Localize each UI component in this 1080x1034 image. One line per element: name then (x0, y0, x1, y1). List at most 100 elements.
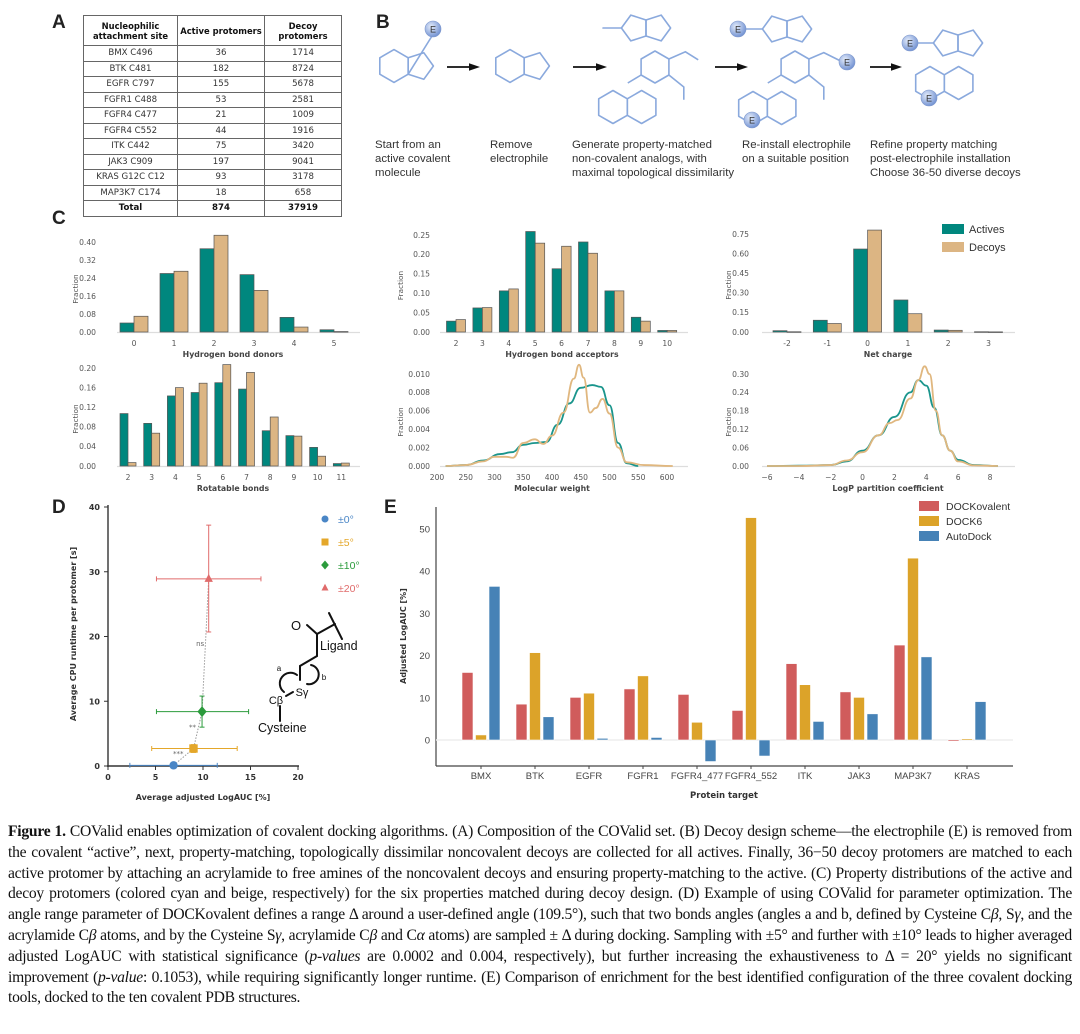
electrophile-label: E (749, 115, 755, 125)
electrophile-label: E (430, 24, 436, 34)
pentagon-ring (786, 15, 813, 43)
header-site: Nucleophilic attachment site (83, 15, 178, 46)
property-histogram-0: 0.00 0.08 0.16 0.24 0.32 0.40 Fraction Hydrogen… (71, 234, 360, 359)
dockovalent-bar (785, 663, 798, 741)
substituent (808, 51, 825, 60)
decoys-bar (151, 432, 161, 467)
legend-swatch (919, 501, 939, 511)
panel-label-a: A (52, 12, 66, 33)
scheme-step-caption: Refine property matching post-electrophil… (870, 138, 1021, 180)
hexagon-ring (378, 48, 410, 84)
y-tick-label: 0.12 (732, 425, 749, 434)
actives-bar (551, 268, 562, 333)
actives-bar (309, 447, 318, 467)
x-tick-label: 5 (533, 339, 538, 348)
actives-bar (812, 319, 828, 333)
decoys-bar (587, 252, 598, 333)
y-tick-label: 0.75 (732, 230, 749, 239)
caption-text: , S (998, 906, 1015, 924)
y-tick-label: 0.10 (413, 289, 430, 298)
cell-actives: 44 (177, 122, 265, 139)
cell-site: ITK C442 (83, 138, 178, 155)
actives-bar (446, 320, 457, 333)
actives-bar (143, 423, 153, 467)
logauc-bar-chart: 0 10 20 30 40 50 Adjusted LogAUC [%] Protein ta… (399, 501, 1013, 801)
y-tick-label: 0.15 (732, 308, 749, 317)
x-tick-label: 5 (197, 473, 202, 482)
legend-label: ±5° (338, 537, 354, 549)
cell-site: JAK3 C909 (83, 153, 178, 170)
hexagon-ring (943, 65, 974, 101)
header-decoys: Decoy protomers (264, 15, 342, 46)
step-caption-line: Generate property-matched (572, 139, 712, 151)
x-axis-label: Protein target (690, 791, 758, 801)
y-tick-label: 0 (425, 736, 430, 747)
y-tick-label: 0.16 (79, 383, 96, 392)
step-caption-line: electrophile (490, 153, 549, 165)
data-point-group (155, 524, 262, 633)
y-axis-label: Fraction (724, 270, 733, 300)
x-tick-label: 15 (245, 773, 257, 782)
arrow-icon (870, 63, 902, 71)
step-caption-line: Re-install electrophile (742, 139, 851, 151)
x-tick-label: 200 (430, 473, 445, 482)
x-tick-label: −6 (761, 473, 772, 482)
y-tick-label: 0.00 (79, 462, 96, 471)
decoys-bar (269, 416, 279, 467)
cell-decoys: 2581 (264, 91, 342, 108)
legend-swatch (942, 242, 964, 252)
actives-bar (525, 231, 536, 333)
electrophile-ball (743, 111, 761, 129)
table-row: BTK C481 182 8724 (83, 60, 342, 77)
x-tick-label: EGFR (576, 771, 603, 782)
y-tick-label: 20 (89, 633, 101, 642)
autodock-bar (650, 737, 663, 741)
legend-label: ±0° (338, 514, 354, 526)
x-tick-label: 0 (860, 473, 865, 482)
x-tick-label: 4 (292, 339, 297, 348)
cell-actives: 21 (177, 107, 265, 124)
panel-label-d: D (52, 497, 66, 518)
angle-b-label: b (322, 673, 327, 682)
cell-decoys: 1009 (264, 107, 342, 124)
cell-site: EGFR C797 (83, 76, 178, 93)
y-tick-label: 0.45 (732, 269, 749, 278)
y-tick-label: 0.08 (79, 310, 96, 319)
actives-bar (119, 322, 135, 333)
hexagon-ring (780, 50, 810, 84)
actives-bar (604, 290, 615, 333)
decoys-bar (246, 372, 255, 467)
x-tick-label: 4 (924, 473, 929, 482)
decoys-bar (786, 331, 802, 333)
y-tick-label: 0.000 (408, 462, 430, 471)
y-axis-label: Average CPU runtime per protomer [s] (69, 547, 78, 721)
x-tick-label: FGFR4_552 (725, 771, 777, 782)
cell-decoys: 658 (264, 184, 342, 201)
decoys-bar (534, 242, 546, 333)
pentagon-ring (523, 51, 551, 81)
caption-text: , acrylamide C (281, 926, 370, 944)
x-tick-label: 10 (313, 473, 323, 482)
x-tick-label: 350 (516, 473, 531, 482)
decoys-density-line (767, 365, 998, 467)
cell-site: BTK C481 (83, 60, 178, 77)
dock6-bar (583, 692, 595, 741)
decoys-bar (340, 462, 350, 467)
hexagon-ring (766, 90, 797, 126)
x-tick-label: 4 (506, 339, 511, 348)
actives-bar (933, 329, 949, 333)
y-tick-label: 30 (89, 568, 101, 577)
property-density-3: 0.000 0.002 0.004 0.006 0.008 0.010 Fraction Mo… (396, 363, 688, 493)
caption-text: α (416, 926, 425, 944)
table-row: BMX C496 36 1714 (83, 45, 342, 62)
property-histogram-2: 0.00 0.05 0.10 0.15 0.20 0.25 Fraction Hydrogen… (396, 231, 688, 359)
caption-text: p-values (309, 947, 361, 965)
x-tick-label: 2 (126, 473, 131, 482)
x-tick-label: 1 (905, 339, 910, 348)
hexagon-ring (640, 50, 670, 84)
substituent (668, 50, 699, 61)
cell-actives: 18 (177, 184, 265, 201)
cell-actives: 36 (177, 45, 265, 62)
actives-bar (199, 248, 215, 333)
legend-marker (321, 583, 329, 591)
